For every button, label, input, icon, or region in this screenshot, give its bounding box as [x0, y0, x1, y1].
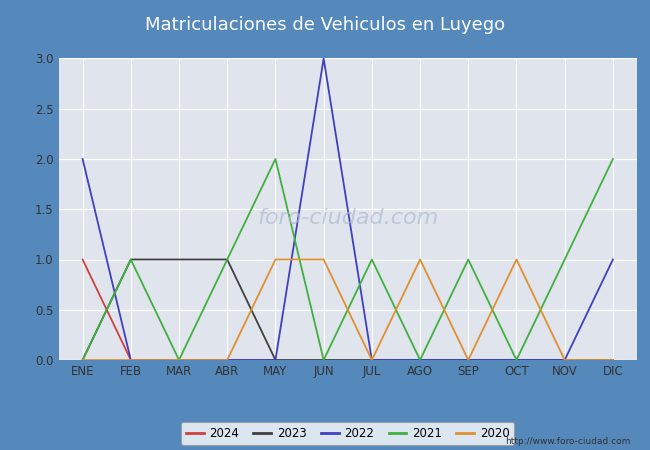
Legend: 2024, 2023, 2022, 2021, 2020: 2024, 2023, 2022, 2021, 2020	[181, 422, 514, 445]
Text: http://www.foro-ciudad.com: http://www.foro-ciudad.com	[505, 436, 630, 446]
Text: Matriculaciones de Vehiculos en Luyego: Matriculaciones de Vehiculos en Luyego	[145, 16, 505, 34]
Text: foro-ciudad.com: foro-ciudad.com	[257, 208, 438, 228]
